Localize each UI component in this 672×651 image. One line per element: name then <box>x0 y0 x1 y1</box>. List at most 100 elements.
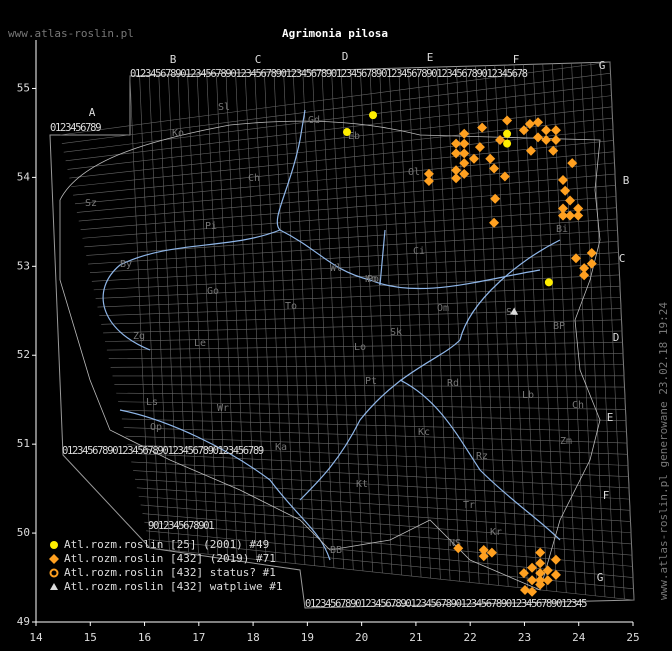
point <box>557 175 568 186</box>
grid-cell-line <box>114 384 625 388</box>
grid-cell-line <box>142 513 633 556</box>
point <box>518 125 529 136</box>
grid-cell-line <box>264 72 286 563</box>
x-tick-label: 22 <box>464 631 477 644</box>
region-label: Kr <box>490 527 502 538</box>
x-tick-label: 21 <box>409 631 422 644</box>
point <box>503 129 512 138</box>
region-label: Ch <box>248 173 260 184</box>
grid-cell-line <box>71 128 614 187</box>
grid-cell-line <box>99 297 621 316</box>
point <box>542 575 553 586</box>
region-label: Lb <box>522 390 534 401</box>
region-label: Sk <box>390 327 402 338</box>
point <box>557 203 568 214</box>
x-tick-label: 25 <box>626 631 639 644</box>
point <box>535 579 546 590</box>
grid-letter: A <box>89 106 96 119</box>
grid-cell-line <box>244 72 267 561</box>
x-tick-label: 14 <box>29 631 43 644</box>
grid-cell-line <box>125 435 628 455</box>
region-label: To <box>285 301 297 312</box>
point <box>451 173 462 184</box>
point <box>459 168 470 179</box>
grid-cell-line <box>121 418 627 433</box>
region-label: Ka <box>275 442 287 453</box>
grid-letter: E <box>427 51 434 64</box>
grid-digits: 9012345678901 <box>148 520 214 532</box>
grid-cell-line <box>138 496 632 534</box>
point <box>544 278 553 287</box>
grid-cell-line <box>129 75 151 549</box>
point <box>502 115 513 126</box>
grid-cell-line <box>108 353 624 360</box>
grid-cell-line <box>331 70 354 570</box>
region-label: Kc <box>418 427 430 438</box>
y-tick-label: 49 <box>17 615 30 628</box>
grid-cell-line <box>561 63 586 595</box>
grid-cell-line <box>84 207 617 248</box>
point <box>459 158 470 169</box>
grid-cell-line <box>312 70 335 568</box>
region-label: Po <box>367 274 379 285</box>
grid-cell-line <box>78 173 616 222</box>
x-tick-label: 24 <box>572 631 586 644</box>
grid-letter: F <box>513 53 520 66</box>
point <box>478 551 489 562</box>
y-tick-label: 50 <box>17 526 30 539</box>
grid-cell-line <box>148 539 634 590</box>
grid-cell-line <box>134 478 631 511</box>
point <box>586 258 597 269</box>
point <box>541 135 552 146</box>
region-label: Eb <box>348 131 360 142</box>
point <box>453 543 464 554</box>
grid-cell-line <box>119 410 627 421</box>
region-label: Ko <box>365 274 377 285</box>
grid-cell-line <box>88 229 618 265</box>
point <box>550 554 561 565</box>
grid-letter: G <box>597 571 604 584</box>
grid-cell-line <box>379 68 402 576</box>
region-label: Sz <box>85 198 97 209</box>
legend-marker <box>50 583 58 590</box>
point <box>524 119 535 130</box>
grid-cell-line <box>350 69 373 572</box>
grid-cell-line <box>187 74 209 555</box>
grid-cell-line <box>484 65 509 587</box>
region-label: Wl <box>330 263 342 274</box>
point <box>527 586 538 597</box>
point <box>423 175 434 186</box>
point <box>459 138 470 149</box>
region-label: Rz <box>476 451 488 462</box>
grid-letter: C <box>619 252 626 265</box>
legend-label: Atl.rozm.roslin [432] watpliwe #1 <box>64 580 283 593</box>
point <box>541 125 552 136</box>
grid-cell-line <box>116 392 626 399</box>
map-title: Agrimonia pilosa <box>282 27 388 40</box>
region-label: Pt <box>365 376 377 387</box>
point <box>586 247 597 258</box>
point <box>503 139 512 148</box>
point <box>518 568 529 579</box>
point <box>527 562 538 573</box>
point <box>550 569 561 580</box>
region-label: Gd <box>308 115 320 126</box>
legend-marker <box>50 541 58 549</box>
point <box>423 168 434 179</box>
point <box>550 135 561 146</box>
x-tick-label: 19 <box>301 631 314 644</box>
grid-letter: E <box>607 411 614 424</box>
grid-cell-line <box>104 330 623 342</box>
grid-cell-line <box>360 69 383 573</box>
grid-cell-line <box>177 74 199 554</box>
legend-label: Atl.rozm.roslin [432] (2019) #71 <box>64 552 276 565</box>
legend-marker <box>49 554 59 564</box>
grid-cell-line <box>504 65 528 589</box>
grid-digits: 0123456789 <box>50 122 101 134</box>
region-label: Op <box>150 422 162 433</box>
region-label: Le <box>194 338 206 349</box>
grid-cell-line <box>513 64 538 590</box>
grid-cell-line <box>571 63 596 596</box>
point <box>490 193 501 204</box>
region-label: Bi <box>556 224 568 235</box>
